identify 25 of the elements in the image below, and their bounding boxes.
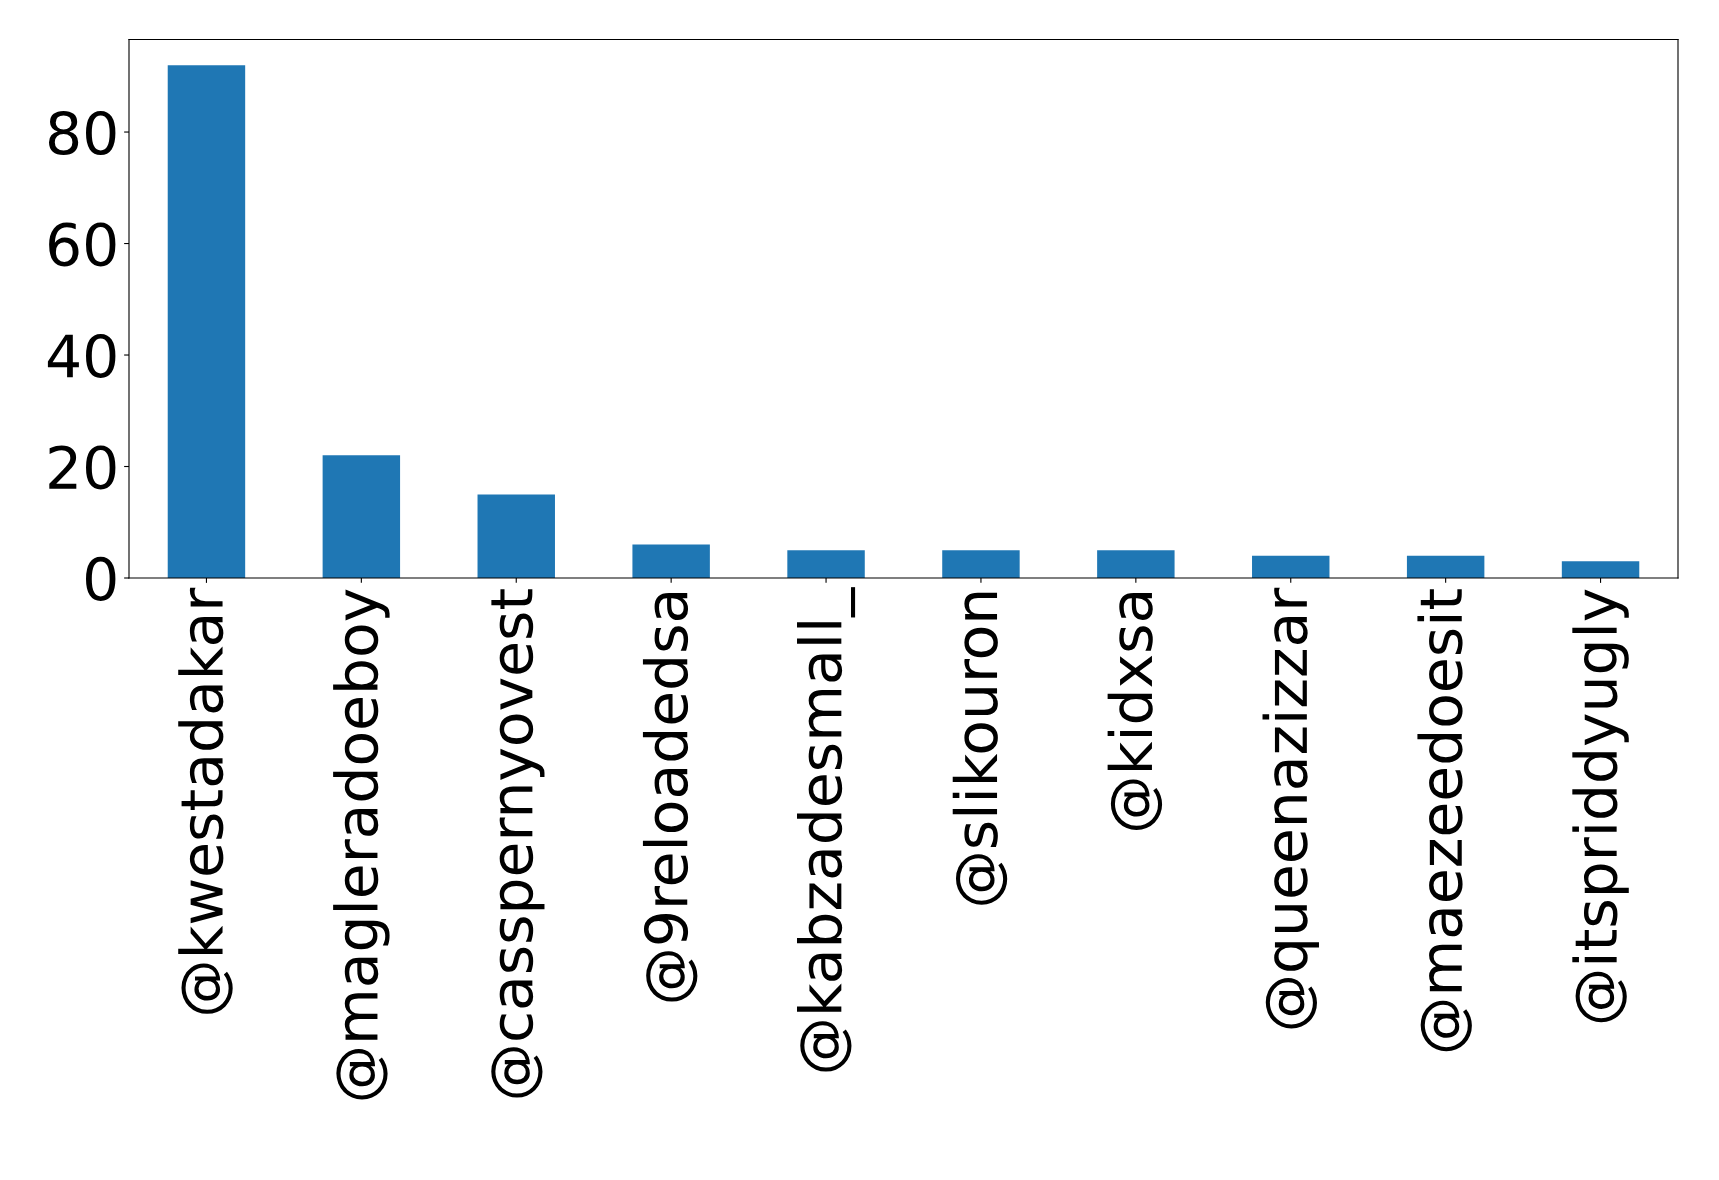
y-tick-label: 60 <box>49 222 116 267</box>
x-tick-label: @kidxsa <box>1107 593 1163 830</box>
x-tick-label: @casspernyovest <box>491 589 545 1098</box>
bar <box>787 550 865 578</box>
y-tick-label: 80 <box>49 110 116 156</box>
bar <box>167 65 246 578</box>
x-tick-label: @queenazizzar <box>1262 587 1319 1029</box>
bar <box>1406 555 1485 578</box>
x-tick-label: @magleradoeboy <box>333 589 390 1100</box>
x-tick-label: @maezeedoesit <box>1417 589 1472 1052</box>
bar <box>1097 550 1175 578</box>
bar <box>322 455 401 578</box>
y-tick-label: 40 <box>47 333 116 379</box>
x-tick-label: @kwestadakar <box>178 587 233 1014</box>
x-tick-label: @kabzadesmall_ <box>797 587 856 1072</box>
bar <box>1252 555 1330 578</box>
y-tick-label: 20 <box>49 445 116 490</box>
x-tick-label: @9reloadedsa <box>642 593 698 1002</box>
y-tick-label: 0 <box>86 556 116 601</box>
bar <box>477 494 555 578</box>
bar <box>632 544 710 578</box>
bar <box>942 550 1020 578</box>
x-tick-label: @itspriddyugly <box>1572 589 1629 1023</box>
bar <box>1561 561 1640 578</box>
x-tick-label: @slikouron <box>952 592 1008 905</box>
